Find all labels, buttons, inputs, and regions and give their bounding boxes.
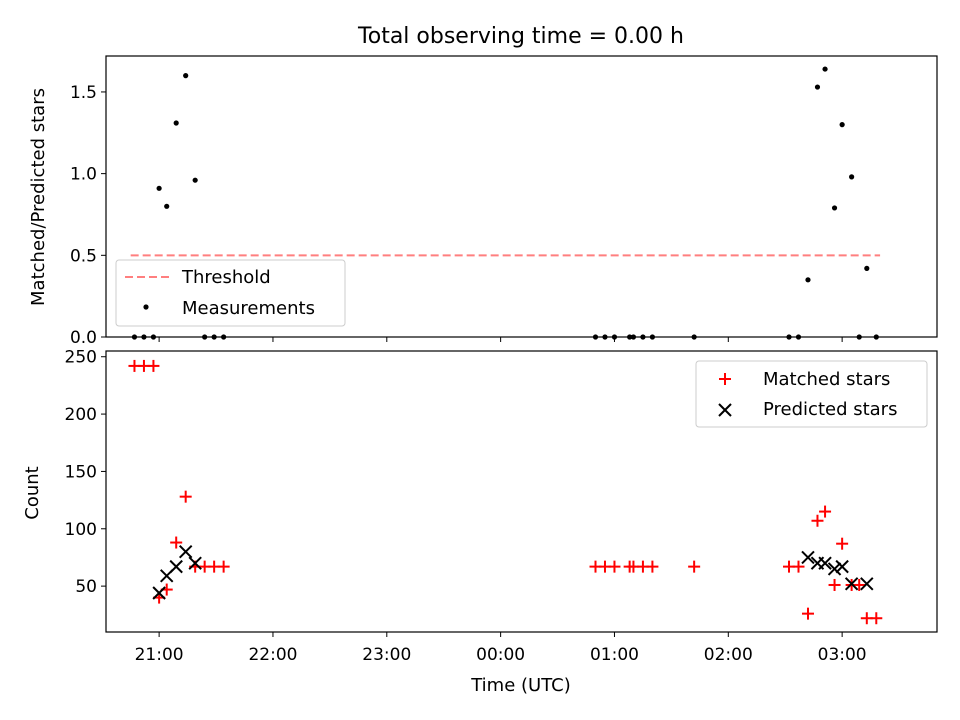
measurement-point [691,334,697,340]
top-axes-frame [105,55,938,338]
measurement-point [831,205,838,211]
legend-matched-label: Matched stars [763,369,890,390]
matched-star-point [646,560,659,573]
matched-star-point [811,514,824,527]
matched-star-point [179,490,192,503]
measurement-point [805,277,811,283]
legend-threshold-label: Threshold [181,267,271,288]
top-legend: Threshold Measurements [115,259,346,327]
measurement-point [156,185,162,191]
measurement-point [221,334,227,340]
matched-star-point [819,505,832,518]
measurement-point [839,122,845,128]
measurement-point [192,177,198,183]
predicted-star-point [818,556,832,570]
top-y-tick-label: 1.5 [70,83,97,103]
x-tick-label: 00:00 [476,645,525,665]
measurement-point [640,334,646,340]
bottom-legend: Matched stars Predicted stars [695,360,928,428]
predicted-star-point [169,559,183,574]
matched-star-point [801,607,814,620]
measurement-point [141,334,147,340]
measurement-point [183,73,189,79]
measurement-point [173,120,179,126]
top-y-axis-label: Matched/Predicted stars [28,88,49,306]
bottom-plot-area: 50 100 150 200 250 21:00 22:00 23:00 00:00 01:00 0… [65,348,938,665]
measurement-point [795,334,802,340]
matched-star-point [217,560,230,573]
measurement-point [649,334,656,340]
top-y-tick-label: 0.5 [70,246,97,266]
measurement-point [786,334,792,340]
top-y-tick-label: 1.0 [70,165,97,185]
legend-matched-swatch [719,373,731,385]
predicted-star-point [827,562,842,576]
x-tick-label: 01:00 [590,645,639,665]
predicted-star-point [188,556,202,570]
measurement-point [849,174,855,180]
bottom-y-tick-label: 50 [75,577,97,597]
measurement-point [592,334,599,340]
measurement-point [627,334,633,340]
x-tick-label: 23:00 [362,645,411,665]
x-tick-label: 03:00 [818,645,867,665]
top-plot-area: 0.0 0.5 1.0 1.5 [70,55,938,348]
measurement-point [611,334,618,340]
measurement-point [202,334,208,340]
measurement-point [822,66,828,72]
legend-predicted-swatch [718,403,732,417]
measurement-point [864,265,870,271]
bottom-y-tick-label: 100 [65,520,97,540]
bottom-y-axis-label: Count [22,466,43,519]
chart-title: Total observing time = 0.00 h [357,24,684,49]
measurement-point [856,334,862,340]
matched-star-point [836,537,849,550]
x-tick-label: 02:00 [704,645,753,665]
matched-star-point [853,578,866,591]
predicted-star-point [860,577,874,591]
bottom-y-tick-label: 200 [65,405,97,425]
matched-star-point [870,612,883,625]
legend-measurements-swatch [143,304,149,310]
measurement-point [630,334,637,340]
top-y-tick-label: 0.0 [70,328,97,348]
predicted-star-point [835,559,849,574]
measurement-point [873,334,879,340]
measurement-point [131,334,138,340]
legend-predicted-label: Predicted stars [763,399,897,420]
matched-star-point [147,359,160,372]
matched-star-point [608,560,621,573]
bottom-y-tick-label: 150 [65,462,97,482]
matched-star-point [688,560,701,573]
predicted-star-point [844,577,859,591]
predicted-star-point [152,586,166,600]
x-tick-label: 22:00 [248,645,297,665]
matched-star-point [792,560,805,573]
predicted-star-point [801,550,815,565]
matched-star-point [828,578,841,591]
x-tick-label: 21:00 [135,645,184,665]
predicted-star-point [178,545,193,559]
measurement-point [150,334,157,340]
x-axis-label: Time (UTC) [470,675,571,696]
bottom-y-tick-label: 250 [65,348,97,368]
measurement-point [211,334,217,340]
measurement-point [602,334,608,340]
legend-measurements-label: Measurements [182,298,315,319]
bottom-axes-frame [105,350,938,633]
measurement-point [814,84,821,90]
measurement-point [164,203,170,209]
matched-star-point [170,536,183,549]
